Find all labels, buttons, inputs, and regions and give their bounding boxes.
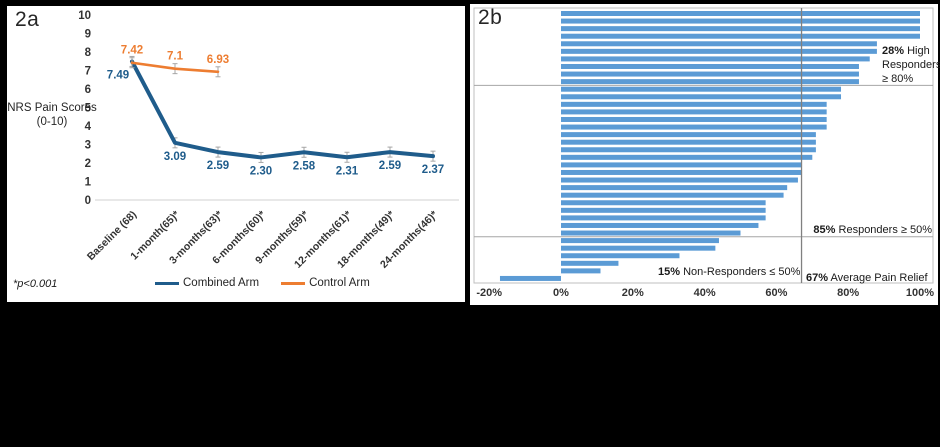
x-tick-label: 20%: [622, 287, 644, 299]
patient-bar: [561, 260, 619, 266]
patient-bar: [561, 169, 802, 175]
patient-bar: [561, 207, 766, 213]
data-label: 7.1: [167, 51, 184, 63]
panel-2a-label: 2a: [15, 8, 40, 31]
annotation-non-responders-pct: 15%: [658, 266, 681, 278]
panel-2b-label: 2b: [478, 6, 503, 29]
legend-item-combined-arm: Combined Arm: [155, 277, 259, 289]
patient-bar: [561, 116, 827, 122]
panel-2b-plot: -20% 0% 20% 40% 60% 80% 100%: [473, 7, 934, 299]
patient-bar: [561, 222, 759, 228]
y-axis-title: NRS Pain Scores (0-10): [7, 101, 97, 129]
patient-bar: [561, 18, 920, 24]
patient-bar: [561, 79, 859, 85]
annotation-responders-text: Responders ≥ 50%: [835, 224, 933, 236]
x-tick-label: 60%: [765, 287, 787, 299]
patient-bar: [561, 147, 816, 153]
patient-bar: [561, 238, 719, 244]
annotation-responders-pct: 85%: [813, 224, 836, 236]
patient-bar: [561, 139, 816, 145]
data-label: 3.09: [164, 151, 186, 163]
annotation-high-pct: 28%: [882, 45, 905, 57]
x-tick-label: 100%: [906, 287, 934, 299]
x-tick-label: 80%: [837, 287, 859, 299]
patient-bar: [561, 132, 816, 138]
annotation-average-text: Average Pain Relief: [828, 272, 928, 284]
patient-bar: [499, 275, 561, 281]
control-arm-line: [130, 61, 220, 74]
data-label: 2.59: [207, 160, 229, 172]
patient-bar: [561, 109, 827, 115]
y-tick-label: 6: [85, 84, 91, 96]
patient-bar: [561, 101, 827, 107]
y-tick-label: 2: [85, 158, 91, 170]
patient-bar: [561, 253, 680, 259]
patient-bar: [561, 48, 877, 54]
data-label: 7.49: [107, 69, 129, 81]
y-axis-title-line2: (0-10): [36, 116, 68, 128]
legend-item-control-arm: Control Arm: [281, 277, 370, 289]
annotation-high-text: High Responders ≥ 80%: [882, 45, 940, 85]
y-tick-label: 5: [85, 103, 92, 115]
combined-arm-line-swatch: [155, 281, 179, 285]
y-tick-label: 1: [85, 177, 92, 189]
p-value-footnote: *p<0.001: [13, 278, 58, 290]
annotation-responders: 85% Responders ≥ 50%: [813, 223, 932, 237]
patient-bar: [561, 86, 842, 92]
data-label: 7.42: [121, 45, 143, 57]
x-tick-label: 40%: [694, 287, 716, 299]
patient-bar: [561, 26, 920, 32]
combined-arm-line: [130, 59, 435, 160]
patient-bar: [561, 245, 716, 251]
data-label: 2.58: [293, 160, 316, 172]
patient-bar: [561, 268, 601, 274]
patient-bar: [561, 94, 842, 100]
data-label: 2.37: [422, 164, 444, 176]
data-label: 2.31: [336, 165, 359, 177]
data-label: 6.93: [207, 54, 229, 66]
legend-label-combined-arm: Combined Arm: [183, 277, 260, 289]
panel-2a: 2a 0 1 2 3 4 5 6 7 8 9 10 Baseline (68) 1-month(65)*…: [7, 6, 465, 302]
y-tick-label: 8: [85, 47, 92, 59]
y-tick-label: 3: [85, 140, 91, 152]
y-tick-label: 0: [85, 195, 91, 207]
patient-bar: [561, 154, 813, 160]
patient-bar: [561, 200, 766, 206]
patient-bar: [561, 230, 741, 236]
patient-bar: [561, 63, 859, 69]
patient-bar: [561, 177, 798, 183]
patient-bar: [561, 33, 920, 39]
y-tick-label: 7: [85, 66, 91, 78]
patient-bar: [561, 215, 766, 221]
x-tick-label: -20%: [476, 287, 502, 299]
annotation-average-pain-relief: 67% Average Pain Relief: [806, 271, 928, 285]
y-tick-label: 10: [78, 10, 91, 22]
patient-bar: [561, 11, 920, 16]
patient-bar: [561, 56, 870, 62]
patient-bar: [561, 71, 859, 77]
plot-border: [473, 7, 934, 284]
panel-2b: 2b -20% 0% 20% 40% 60% 80% 100% 28% High Respo…: [470, 4, 940, 305]
patient-bar: [561, 162, 802, 168]
data-label: 2.30: [250, 165, 272, 177]
patient-bar: [561, 192, 784, 198]
legend-label-control-arm: Control Arm: [309, 277, 370, 289]
patient-bar: [561, 185, 788, 191]
control-arm-line-swatch: [281, 281, 306, 285]
annotation-non-responders: 15% Non-Responders ≤ 50%: [658, 265, 800, 279]
annotation-average-pct: 67%: [806, 272, 829, 284]
annotation-high-responders: 28% High Responders ≥ 80%: [882, 44, 940, 86]
y-axis-title-line1: NRS Pain Scores: [7, 102, 97, 114]
y-tick-label: 4: [85, 121, 92, 133]
patient-bar: [561, 124, 827, 130]
x-tick-label: 0%: [553, 287, 569, 299]
legend: Combined Arm Control Arm: [155, 277, 370, 289]
data-label: 2.59: [379, 160, 401, 172]
y-tick-label: 9: [85, 29, 91, 41]
annotation-non-responders-text: Non-Responders ≤ 50%: [680, 266, 801, 278]
patient-bar: [561, 41, 877, 47]
